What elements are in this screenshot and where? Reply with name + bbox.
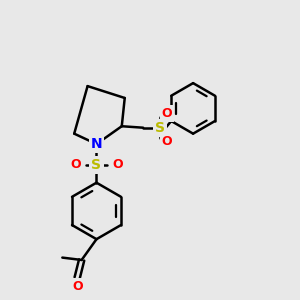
Text: O: O: [73, 280, 83, 292]
Text: O: O: [70, 158, 81, 171]
Text: O: O: [162, 136, 172, 148]
Text: O: O: [162, 107, 172, 120]
Text: N: N: [91, 137, 102, 151]
Text: S: S: [92, 158, 101, 172]
Text: O: O: [112, 158, 123, 171]
Text: S: S: [155, 121, 165, 135]
